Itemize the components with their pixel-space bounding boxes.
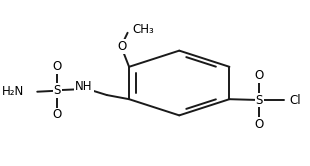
Text: Cl: Cl	[290, 93, 301, 107]
Text: H₂N: H₂N	[2, 85, 24, 98]
Text: O: O	[52, 108, 62, 122]
Text: NH: NH	[75, 80, 93, 93]
Text: CH₃: CH₃	[132, 23, 154, 36]
Text: O: O	[52, 60, 62, 73]
Text: O: O	[255, 69, 264, 83]
Text: S: S	[54, 84, 61, 97]
Text: O: O	[117, 40, 127, 53]
Text: O: O	[255, 118, 264, 131]
Text: S: S	[255, 93, 263, 107]
